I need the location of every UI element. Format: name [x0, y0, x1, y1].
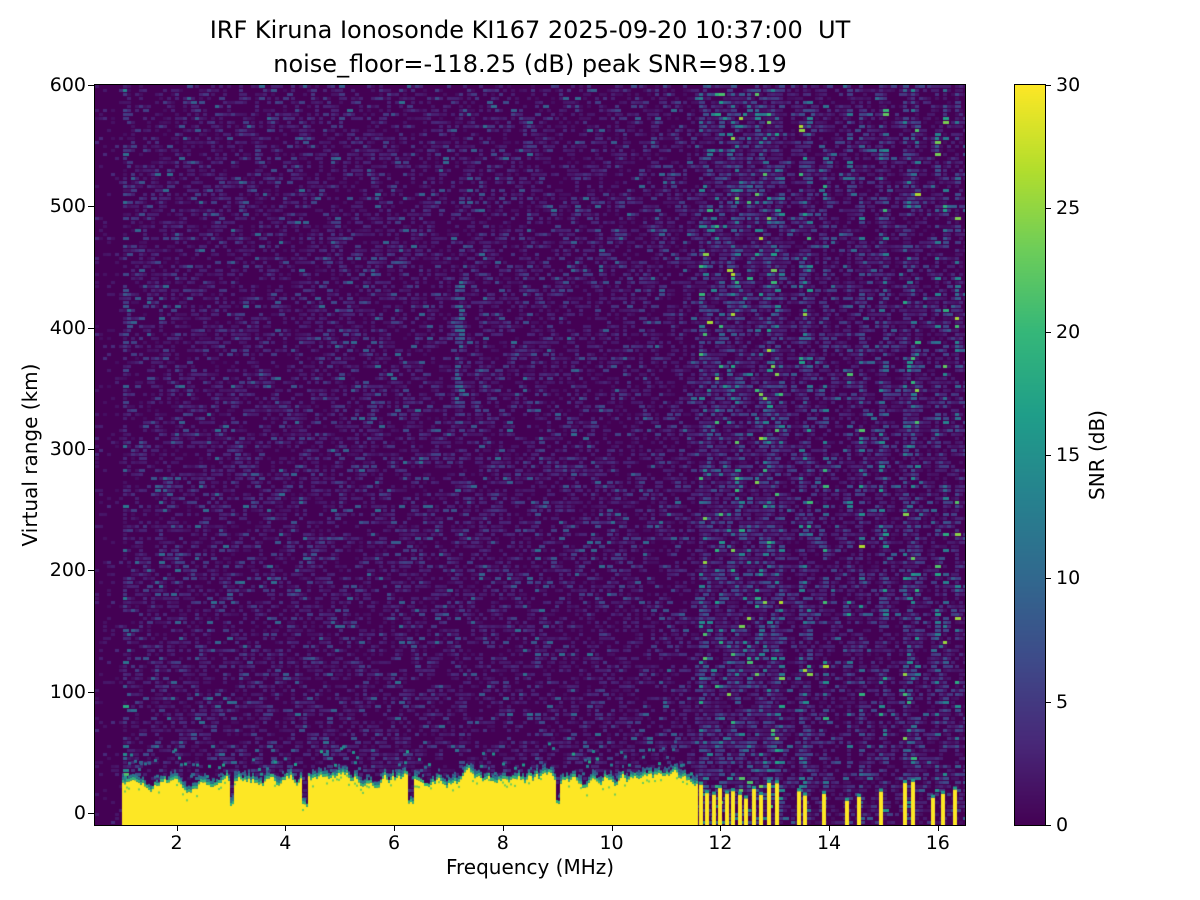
y-tick-label: 600	[49, 74, 86, 96]
colorbar-tick-label: 15	[1056, 444, 1081, 466]
chart-title: IRF Kiruna Ionosonde KI167 2025-09-20 10…	[209, 16, 851, 44]
colorbar-tick-mark	[1045, 331, 1051, 333]
colorbar-tick-mark	[1045, 825, 1051, 826]
x-tick-mark	[829, 825, 831, 831]
chart-subtitle: noise_floor=-118.25 (dB) peak SNR=98.19	[273, 50, 787, 78]
x-tick-mark	[176, 825, 178, 831]
x-tick-label: 6	[388, 832, 401, 854]
x-tick-label: 8	[496, 832, 509, 854]
x-tick-mark	[502, 825, 504, 831]
y-tick-label: 500	[49, 195, 86, 218]
y-tick-mark	[88, 85, 94, 86]
x-tick-label: 12	[708, 832, 733, 854]
y-tick-mark	[88, 691, 94, 693]
x-tick-label: 2	[170, 832, 183, 854]
colorbar-tick-mark	[1045, 208, 1051, 210]
x-tick-label: 4	[279, 832, 292, 854]
y-tick-label: 200	[49, 559, 86, 582]
colorbar-tick-label: 20	[1056, 320, 1081, 343]
y-tick-label: 100	[49, 680, 86, 703]
y-tick-mark	[88, 570, 94, 572]
y-tick-label: 400	[49, 316, 86, 339]
x-tick-mark	[285, 825, 287, 831]
x-tick-mark	[937, 825, 939, 831]
colorbar-tick-mark	[1045, 701, 1051, 703]
plot-area	[94, 84, 966, 826]
colorbar-tick-label: 10	[1056, 567, 1081, 590]
colorbar	[1014, 84, 1046, 826]
colorbar-tick-label: 0	[1056, 814, 1069, 836]
y-tick-mark	[88, 206, 94, 208]
x-tick-label: 14	[816, 832, 842, 854]
colorbar-tick-mark	[1045, 455, 1051, 456]
colorbar-tick-label: 30	[1056, 74, 1081, 96]
colorbar-tick-label: 25	[1056, 197, 1081, 220]
ionogram-heatmap	[95, 85, 965, 825]
y-tick-mark	[88, 327, 94, 329]
colorbar-tick-mark	[1045, 85, 1051, 86]
y-tick-label: 300	[49, 437, 86, 460]
y-tick-label: 0	[73, 801, 86, 824]
x-tick-mark	[394, 825, 396, 831]
y-tick-mark	[88, 448, 94, 450]
x-tick-mark	[720, 825, 722, 831]
x-tick-label: 16	[925, 832, 950, 854]
colorbar-tick-label: 5	[1056, 690, 1069, 713]
x-axis-label: Frequency (MHz)	[445, 855, 615, 879]
y-tick-mark	[88, 812, 94, 814]
colorbar-gradient	[1015, 85, 1045, 825]
x-tick-mark	[611, 825, 613, 831]
x-tick-label: 10	[599, 832, 624, 854]
colorbar-tick-mark	[1045, 578, 1051, 580]
